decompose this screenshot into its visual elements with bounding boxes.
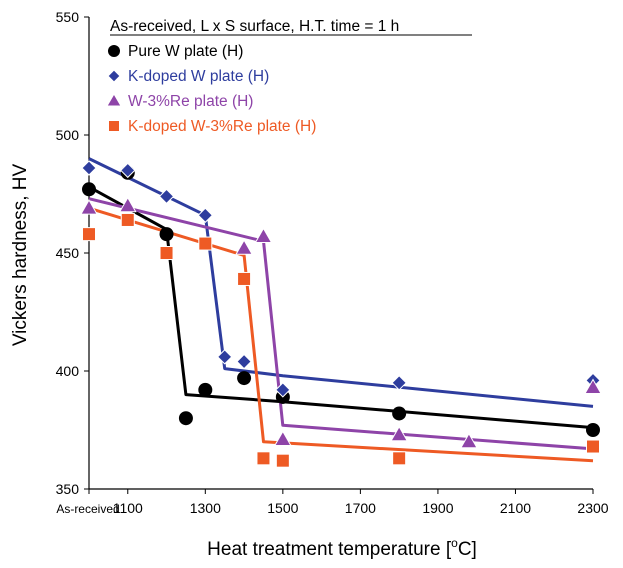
data-point-series-1 bbox=[586, 423, 600, 437]
x-axis-label-main: Heat treatment temperature [ bbox=[207, 539, 452, 560]
data-point-series-3 bbox=[254, 227, 273, 243]
data-point-series-4 bbox=[256, 451, 271, 466]
x-axis-label-degree: o bbox=[451, 536, 458, 550]
legend-entry-series-4: K-doped W-3%Re plate (H) bbox=[128, 118, 316, 135]
data-point-series-2 bbox=[158, 188, 175, 205]
data-point-series-3 bbox=[80, 199, 98, 215]
data-point-series-2 bbox=[81, 160, 97, 176]
legend-entry-series-2: K-doped W plate (H) bbox=[128, 68, 269, 85]
y-axis-label: Vickers hardness, HV bbox=[10, 164, 31, 347]
data-point-series-4 bbox=[120, 212, 135, 227]
legend-entry-series-3: W-3%Re plate (H) bbox=[128, 93, 253, 110]
legend-title: As-received, L x S surface, H.T. time = … bbox=[110, 18, 399, 35]
data-point-series-2 bbox=[236, 353, 252, 370]
y-tick-label: 350 bbox=[56, 481, 80, 497]
data-point-series-3 bbox=[273, 430, 292, 446]
x-axis-label: Heat treatment temperature [oC] bbox=[207, 536, 477, 560]
legend-marker-series-3 bbox=[106, 93, 122, 107]
data-point-series-1 bbox=[178, 411, 193, 426]
x-tick-label: 1300 bbox=[190, 500, 221, 516]
legend-marker-series-4 bbox=[108, 120, 120, 132]
data-point-series-3 bbox=[390, 425, 409, 442]
x-tick-label: 1900 bbox=[422, 500, 453, 516]
data-point-series-2 bbox=[120, 162, 136, 179]
data-point-series-1 bbox=[159, 227, 174, 242]
trend-line-series-1 bbox=[88, 185, 594, 430]
x-axis-label-unit: C] bbox=[458, 539, 477, 560]
data-point-series-3 bbox=[584, 378, 602, 395]
data-point-series-1 bbox=[392, 406, 407, 421]
data-point-series-4 bbox=[82, 227, 96, 242]
data-point-series-2 bbox=[197, 207, 214, 223]
x-tick-label: 1700 bbox=[345, 500, 376, 516]
x-tick-label: 1500 bbox=[267, 500, 298, 516]
x-tick-label: 2300 bbox=[577, 500, 608, 516]
legend: As-received, L x S surface, H.T. time = … bbox=[106, 18, 472, 135]
data-point-series-4 bbox=[586, 439, 600, 454]
legend-marker-series-2 bbox=[107, 69, 121, 83]
trend-line-series-3 bbox=[88, 197, 594, 451]
y-tick-label: 550 bbox=[56, 9, 80, 25]
data-point-series-4 bbox=[159, 246, 174, 260]
data-point-series-1 bbox=[237, 371, 252, 386]
data-point-series-2 bbox=[216, 349, 233, 365]
data-point-series-3 bbox=[235, 239, 253, 255]
trend-lines bbox=[88, 157, 594, 463]
data-markers bbox=[80, 160, 602, 468]
data-point-series-2 bbox=[275, 382, 291, 398]
legend-entry-series-1: Pure W plate (H) bbox=[128, 43, 243, 60]
data-point-series-4 bbox=[275, 453, 290, 468]
x-tick-label: 2100 bbox=[500, 500, 531, 516]
x-tick-label: As-received bbox=[56, 502, 119, 516]
y-tick-label: 450 bbox=[56, 245, 80, 261]
legend-marker-series-1 bbox=[108, 45, 120, 57]
data-point-series-1 bbox=[198, 382, 213, 397]
axes-layer bbox=[84, 16, 594, 494]
data-point-series-3 bbox=[118, 196, 137, 213]
data-point-series-2 bbox=[391, 375, 407, 391]
data-point-series-4 bbox=[198, 236, 213, 251]
y-tick-label: 400 bbox=[56, 363, 80, 379]
x-tick-label: 1100 bbox=[113, 500, 143, 516]
data-point-series-1 bbox=[82, 182, 96, 197]
data-point-series-4 bbox=[392, 451, 407, 466]
y-tick-label: 500 bbox=[56, 127, 80, 143]
data-point-series-4 bbox=[237, 271, 252, 286]
data-point-series-3 bbox=[460, 432, 478, 449]
